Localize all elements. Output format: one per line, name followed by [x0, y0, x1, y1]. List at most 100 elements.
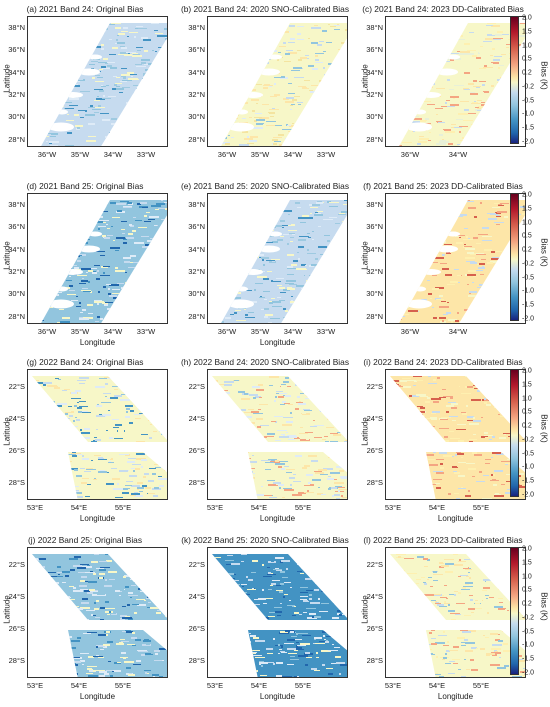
- bias-swath-map: [208, 548, 348, 678]
- map-frame: [27, 369, 168, 500]
- y-tick-label: 38°N: [366, 23, 383, 32]
- x-tick-label: 36°W: [401, 327, 419, 336]
- colorbar-tick-label: -0.5: [522, 628, 534, 635]
- y-tick-label: 30°N: [188, 289, 205, 298]
- y-tick-label: 24°S: [189, 592, 205, 601]
- colorbar-tick-label: 0.2: [522, 601, 532, 608]
- x-tick-label: 54°E: [429, 681, 445, 690]
- y-axis-label: Latitude: [361, 34, 370, 124]
- y-tick-label: 28°S: [367, 656, 383, 665]
- y-tick-label: 32°N: [188, 90, 205, 99]
- colorbar-tick-label: -0.2: [522, 260, 534, 267]
- x-tick-label: 54°E: [71, 503, 87, 512]
- y-axis-label: Latitude: [3, 565, 12, 655]
- colorbar-tick-label: 2.0: [522, 368, 532, 375]
- x-axis-label: Longitude: [385, 692, 526, 701]
- x-axis-label: Longitude: [27, 514, 168, 523]
- map-frame: [385, 16, 526, 147]
- colorbar-tick-label: 1.5: [522, 28, 532, 35]
- colorbar-tick-label: 1.0: [522, 219, 532, 226]
- x-tick-label: 34°W: [284, 150, 302, 159]
- colorbar-tick-label: 2.0: [522, 192, 532, 199]
- y-tick-label: 28°N: [8, 312, 25, 321]
- colorbar-tick-label: -1.0: [522, 642, 534, 649]
- colorbar-tick-label: -1.0: [522, 464, 534, 471]
- x-tick-label: 36°W: [218, 327, 236, 336]
- bias-swath-map: [28, 548, 168, 678]
- y-axis-label: Latitude: [361, 387, 370, 477]
- colorbar-tick-label: 0.5: [522, 233, 532, 240]
- y-tick-label: 30°N: [188, 112, 205, 121]
- colorbar-label: Bias (K): [540, 233, 549, 273]
- panel-title: (l) 2022 Band 25: 2023 DD-Calibrated Bia…: [358, 535, 528, 545]
- map-panel: (i) 2022 Band 24: 2023 DD-Calibrated Bia…: [358, 357, 528, 529]
- y-tick-label: 38°N: [8, 23, 25, 32]
- y-tick-label: 28°S: [189, 656, 205, 665]
- x-tick-label: 36°W: [38, 327, 56, 336]
- map-panel: (c) 2021 Band 24: 2023 DD-Calibrated Bia…: [358, 4, 528, 176]
- x-tick-label: 36°W: [218, 150, 236, 159]
- colorbar-tick-label: 1.5: [522, 381, 532, 388]
- bias-swath-map: [208, 370, 348, 500]
- colorbar-tick-label: 2.0: [522, 15, 532, 22]
- colorbar-tick-label: -1.5: [522, 656, 534, 663]
- y-tick-label: 28°S: [9, 478, 25, 487]
- panel-title: (c) 2021 Band 24: 2023 DD-Calibrated Bia…: [358, 4, 528, 14]
- x-tick-label: 35°W: [71, 327, 89, 336]
- x-axis-label: Longitude: [385, 514, 526, 523]
- colorbar-tick-label: 1.0: [522, 573, 532, 580]
- x-tick-label: 36°W: [401, 150, 419, 159]
- x-tick-label: 53°E: [27, 503, 43, 512]
- x-tick-label: 54°E: [71, 681, 87, 690]
- y-tick-label: 26°S: [189, 624, 205, 633]
- y-axis-label: Latitude: [361, 211, 370, 301]
- panel-title: (f) 2021 Band 25: 2023 DD-Calibrated Bia…: [358, 181, 528, 191]
- colorbar-tick-label: -0.5: [522, 274, 534, 281]
- colorbar-tick-label: -1.5: [522, 302, 534, 309]
- panel-title: (k) 2022 Band 25: 2020 SNO-Calibrated Bi…: [180, 535, 350, 545]
- map-panel: (l) 2022 Band 25: 2023 DD-Calibrated Bia…: [358, 535, 528, 707]
- x-tick-label: 53°E: [385, 503, 401, 512]
- colorbar-tick-label: 1.0: [522, 395, 532, 402]
- colorbar-gradient: [510, 547, 519, 675]
- x-tick-label: 53°E: [207, 681, 223, 690]
- x-tick-label: 55°E: [295, 503, 311, 512]
- y-tick-label: 28°N: [366, 312, 383, 321]
- y-tick-label: 38°N: [366, 200, 383, 209]
- map-frame: [207, 547, 348, 678]
- panel-title: (g) 2022 Band 24: Original Bias: [0, 357, 170, 367]
- colorbar-tick-label: 0.2: [522, 423, 532, 430]
- x-tick-label: 53°E: [27, 681, 43, 690]
- y-axis-label: Latitude: [3, 34, 12, 124]
- colorbar-tick-label: -0.2: [522, 436, 534, 443]
- colorbar-label: Bias (K): [540, 587, 549, 627]
- colorbar-gradient: [510, 16, 519, 144]
- colorbar-tick-label: -2.0: [522, 670, 534, 677]
- colorbar-tick-label: 1.5: [522, 205, 532, 212]
- bias-swath-map: [28, 17, 168, 147]
- map-panel: (f) 2021 Band 25: 2023 DD-Calibrated Bia…: [358, 181, 528, 353]
- bias-swath-map: [386, 370, 526, 500]
- colorbar-gradient: [510, 369, 519, 497]
- colorbar-tick-label: -1.0: [522, 288, 534, 295]
- x-tick-label: 55°E: [115, 503, 131, 512]
- map-panel: (e) 2021 Band 25: 2020 SNO-Calibrated Bi…: [180, 181, 350, 353]
- colorbar-label: Bias (K): [540, 56, 549, 96]
- y-tick-label: 26°S: [189, 446, 205, 455]
- colorbar-tick-label: -0.5: [522, 450, 534, 457]
- panel-title: (d) 2021 Band 25: Original Bias: [0, 181, 170, 191]
- x-axis-label: Longitude: [27, 338, 168, 347]
- map-panel: (b) 2021 Band 24: 2020 SNO-Calibrated Bi…: [180, 4, 350, 176]
- x-tick-label: 55°E: [473, 503, 489, 512]
- map-panel: (k) 2022 Band 25: 2020 SNO-Calibrated Bi…: [180, 535, 350, 707]
- x-tick-label: 55°E: [115, 681, 131, 690]
- map-frame: [207, 193, 348, 324]
- y-tick-label: 32°N: [188, 267, 205, 276]
- colorbar-tick-label: 0.5: [522, 409, 532, 416]
- panel-title: (a) 2021 Band 24: Original Bias: [0, 4, 170, 14]
- y-axis-label: Latitude: [361, 565, 370, 655]
